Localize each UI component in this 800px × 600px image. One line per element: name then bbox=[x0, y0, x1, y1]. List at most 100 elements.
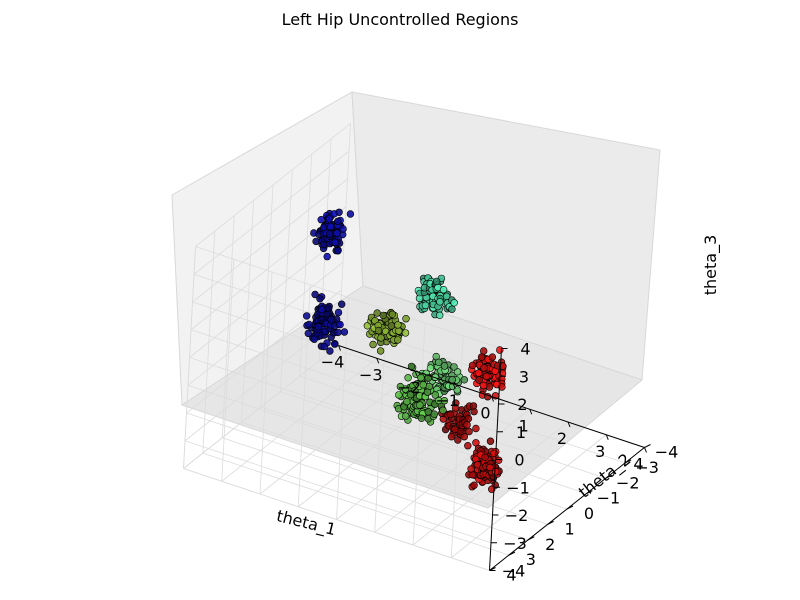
scatter-point bbox=[495, 456, 503, 464]
scatter-point bbox=[431, 373, 440, 381]
scatter-point bbox=[394, 336, 402, 344]
y-tick bbox=[624, 459, 632, 464]
scatter-point bbox=[402, 412, 410, 420]
x-tick bbox=[644, 447, 647, 453]
scatter-point bbox=[305, 320, 313, 329]
scatter-point bbox=[496, 346, 504, 354]
y-tick bbox=[528, 536, 535, 541]
floor-gridline-x bbox=[451, 434, 607, 559]
scatter-point bbox=[379, 311, 387, 320]
z-tick-label: −1 bbox=[506, 478, 530, 497]
scatter-point bbox=[465, 427, 473, 436]
scatter-point bbox=[331, 238, 339, 247]
scatter-point bbox=[486, 437, 495, 445]
scatter-point bbox=[316, 295, 324, 303]
scatter-point bbox=[423, 388, 432, 396]
y-tick-label: 2 bbox=[545, 535, 555, 554]
x-tick bbox=[414, 370, 418, 377]
floor-gridline-y bbox=[183, 468, 490, 571]
z-axis-label: theta_3 bbox=[701, 235, 721, 296]
right-gridline-x bbox=[374, 310, 388, 533]
z-tick-label: −4 bbox=[502, 562, 526, 581]
scatter-point bbox=[460, 433, 468, 441]
x-tick-label: 0 bbox=[480, 404, 490, 423]
right-gridline-z bbox=[193, 273, 501, 377]
scatter-point bbox=[334, 247, 342, 255]
right-gridline-z bbox=[195, 246, 502, 349]
y-tick-label: 1 bbox=[565, 519, 575, 538]
floor-gridline-x bbox=[412, 421, 569, 546]
scatter-point bbox=[310, 335, 318, 343]
scatter-point bbox=[324, 304, 332, 312]
scatter-point bbox=[323, 252, 331, 261]
scatter-point bbox=[369, 340, 377, 349]
scatter-point bbox=[450, 299, 458, 307]
scatter-point bbox=[340, 328, 349, 336]
scatter-point bbox=[482, 372, 491, 381]
z-tick-label: 4 bbox=[520, 340, 530, 359]
scatter-point bbox=[457, 427, 465, 436]
scatter-point bbox=[314, 323, 323, 331]
floor-gridline-y bbox=[222, 437, 529, 541]
scatter-point bbox=[404, 374, 412, 382]
y-tick bbox=[566, 505, 574, 510]
scatter-point bbox=[488, 353, 497, 361]
scatter-point bbox=[447, 433, 456, 441]
scatter-point bbox=[406, 391, 415, 399]
left-gridline-y bbox=[202, 231, 216, 454]
scatter-point bbox=[339, 225, 347, 233]
scatter-point bbox=[304, 329, 312, 338]
x-tick-label: −4 bbox=[321, 353, 345, 372]
scatter-point bbox=[450, 363, 458, 371]
scatter-point bbox=[376, 347, 385, 355]
y-tick bbox=[547, 520, 554, 525]
scatter-point bbox=[490, 449, 498, 458]
scatter-point bbox=[440, 397, 449, 405]
z-tick-label: −2 bbox=[505, 506, 529, 525]
x-tick-label: −3 bbox=[359, 365, 383, 384]
scatter-point bbox=[426, 364, 435, 372]
scatter-point bbox=[492, 468, 500, 476]
scatter-point bbox=[470, 481, 478, 489]
scatter-point bbox=[448, 305, 456, 313]
scatter-point bbox=[416, 401, 424, 409]
x-tick-label: −1 bbox=[435, 391, 459, 410]
scatter-point bbox=[331, 340, 339, 348]
x-tick-label: 2 bbox=[557, 429, 567, 448]
scatter-point bbox=[451, 404, 460, 412]
left-gridline-z bbox=[192, 178, 348, 303]
scatter-point bbox=[446, 410, 455, 419]
scatter-point bbox=[373, 309, 381, 317]
z-tick-label: 3 bbox=[519, 367, 529, 386]
scatter-point bbox=[439, 406, 447, 414]
scatter-point bbox=[363, 322, 372, 330]
x-tick bbox=[338, 345, 341, 351]
right-gridline-x bbox=[412, 322, 426, 546]
x-tick bbox=[491, 396, 494, 402]
scatter-point bbox=[415, 294, 424, 303]
scatter-point bbox=[477, 353, 486, 361]
chart-title: Left Hip Uncontrolled Regions bbox=[282, 10, 519, 29]
z-tick-label: 0 bbox=[514, 451, 524, 470]
y-tick bbox=[586, 490, 593, 495]
scatter-point bbox=[460, 376, 468, 384]
y-tick-label: 4 bbox=[506, 566, 516, 585]
y-tick-label: −1 bbox=[597, 489, 621, 508]
floor-gridline-y bbox=[202, 452, 510, 556]
scatter-point bbox=[326, 222, 335, 231]
right-gridline-x bbox=[450, 335, 464, 558]
scatter-point bbox=[326, 347, 334, 355]
left-gridline-z bbox=[195, 123, 351, 247]
right-gridline-z bbox=[189, 357, 496, 460]
x-tick-label: −2 bbox=[397, 378, 421, 397]
scatter-point bbox=[430, 410, 438, 418]
y-tick-label: −3 bbox=[635, 458, 659, 477]
scatter-point bbox=[436, 311, 444, 319]
scatter-point bbox=[388, 310, 397, 318]
scatter-point bbox=[403, 398, 411, 406]
scatter-point bbox=[395, 391, 403, 399]
scatter-point bbox=[480, 347, 488, 355]
scatter-point bbox=[395, 327, 403, 335]
scatter-point bbox=[417, 414, 426, 422]
scatter-point bbox=[333, 229, 341, 237]
